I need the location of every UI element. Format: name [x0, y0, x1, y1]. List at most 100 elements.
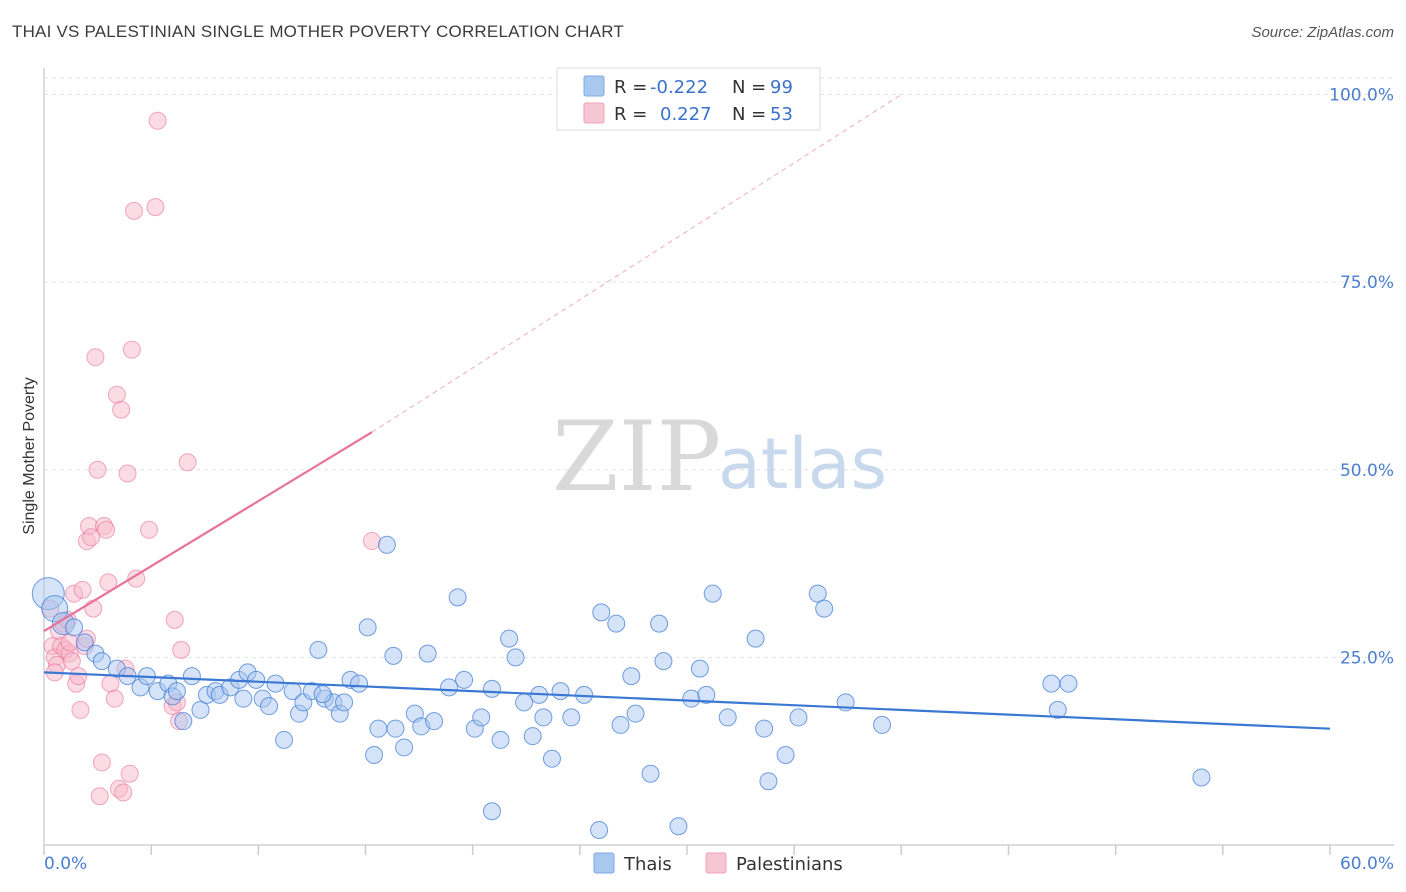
x-axis-ticks	[43, 845, 1331, 855]
thais-point	[776, 745, 795, 764]
thais-point	[746, 629, 765, 648]
thais-point	[369, 719, 388, 738]
palestinians-point	[84, 599, 103, 618]
thais-point	[482, 802, 501, 821]
thais-points	[31, 535, 1211, 839]
grid-lines	[44, 77, 1394, 658]
thais-point	[703, 584, 722, 603]
bottom-legend-swatch-thais	[593, 852, 615, 874]
thais-point	[472, 708, 491, 727]
thais-point	[611, 715, 630, 734]
palestinians-point	[97, 520, 116, 539]
thais-point	[191, 700, 210, 719]
legend-r-value-palestinians: 0.227	[660, 104, 712, 125]
thais-point	[506, 648, 525, 667]
thais-point	[65, 618, 84, 637]
bottom-legend-palestinians: Palestinians	[736, 854, 843, 875]
palestinians-point	[60, 633, 79, 652]
palestinians-point	[146, 198, 165, 217]
palestinians-point	[107, 385, 126, 404]
legend-r-label-1: R =	[614, 77, 647, 98]
thais-point	[873, 715, 892, 734]
thais-point	[167, 682, 186, 701]
legend-r-value-thais: -0.222	[650, 77, 708, 98]
thais-point	[755, 719, 774, 738]
palestinians-point	[82, 528, 101, 547]
palestinians-trend-line	[43, 431, 373, 633]
palestinians-point	[118, 464, 137, 483]
series-legend: Thais Palestinians	[593, 852, 843, 875]
thais-point	[759, 772, 778, 791]
palestinians-point	[69, 667, 88, 686]
thais-point	[622, 667, 641, 686]
x-tick-label-max: 60.0%	[1340, 854, 1394, 874]
thais-point	[641, 764, 660, 783]
thais-point	[607, 614, 626, 633]
palestinians-point	[86, 348, 105, 367]
legend-n-label-1: N =	[732, 77, 766, 98]
thais-point	[75, 633, 94, 652]
watermark-zip: ZIP	[552, 401, 721, 513]
thais-point	[515, 693, 534, 712]
thais-trend-line	[43, 671, 1331, 730]
palestinians-point	[362, 532, 381, 551]
thais-point	[440, 678, 459, 697]
thais-point	[534, 708, 553, 727]
palestinians-point	[112, 400, 131, 419]
stats-legend: R = -0.222 N = 99 R = 0.227 N = 53	[556, 67, 821, 131]
thais-point	[815, 599, 834, 618]
thais-point	[395, 738, 414, 757]
trend-lines	[43, 94, 1331, 730]
thais-point	[500, 629, 519, 648]
palestinians-point	[92, 753, 111, 772]
palestinians-point	[62, 652, 81, 671]
palestinians-point	[148, 111, 167, 130]
legend-swatch-thais	[583, 75, 605, 97]
thais-point	[542, 749, 561, 768]
thais-point	[718, 708, 737, 727]
thais-point	[491, 730, 510, 749]
thais-point	[182, 667, 201, 686]
palestinians-point	[172, 640, 191, 659]
thais-point	[377, 535, 396, 554]
palestinians-point	[127, 569, 146, 588]
thais-point	[650, 614, 669, 633]
thais-point	[448, 588, 467, 607]
thais-point	[309, 640, 328, 659]
thais-point	[551, 682, 570, 701]
thais-point	[592, 603, 611, 622]
thais-point	[350, 674, 369, 693]
thais-point	[358, 618, 377, 637]
palestinians-point	[178, 453, 197, 472]
thais-point	[384, 646, 403, 665]
palestinians-point	[105, 689, 124, 708]
thais-point	[455, 670, 474, 689]
palestinians-point	[125, 201, 144, 220]
thais-point	[1192, 768, 1211, 787]
palestinians-trend-extension	[371, 94, 902, 433]
thais-point	[365, 745, 384, 764]
thais-point	[1042, 674, 1061, 693]
legend-n-value-palestinians: 53	[770, 104, 793, 125]
y-axis-label: Single Mother Poverty	[21, 377, 38, 534]
chart-title: THAI VS PALESTINIAN SINGLE MOTHER POVERT…	[12, 22, 624, 41]
y-tick-label: 50.0%	[1340, 461, 1394, 481]
thais-point	[92, 652, 111, 671]
thais-point	[335, 693, 354, 712]
thais-point	[682, 689, 701, 708]
watermark-atlas: atlas	[718, 423, 887, 505]
thais-point	[669, 817, 688, 836]
legend-n-label-2: N =	[732, 104, 766, 125]
thais-point	[275, 730, 294, 749]
thais-point	[313, 685, 332, 704]
thais-point	[690, 659, 709, 678]
palestinians-point	[71, 700, 90, 719]
palestinians-point	[114, 783, 133, 802]
palestinians-point	[73, 580, 92, 599]
source-label: Source: ZipAtlas.com	[1251, 24, 1394, 41]
palestinians-point	[122, 340, 141, 359]
palestinians-point	[120, 764, 139, 783]
thais-point	[562, 708, 581, 727]
thais-point	[418, 644, 437, 663]
y-tick-label: 100.0%	[1329, 86, 1394, 106]
